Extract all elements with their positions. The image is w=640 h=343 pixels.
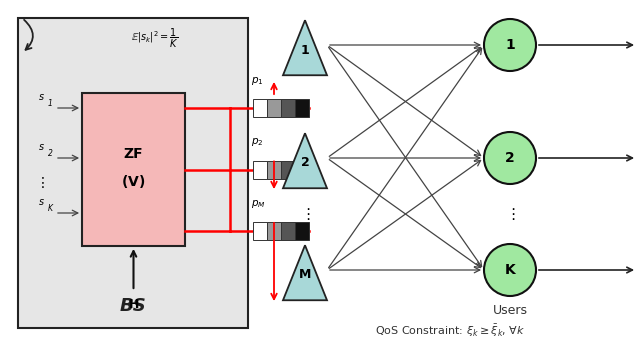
Text: ZF: ZF [124,147,143,162]
Polygon shape [283,245,327,300]
Text: $\mathbb{E}|s_k|^2 = \dfrac{1}{K}$: $\mathbb{E}|s_k|^2 = \dfrac{1}{K}$ [131,26,179,49]
Circle shape [484,19,536,71]
Text: s: s [39,92,44,102]
Text: $p_1$: $p_1$ [251,75,264,87]
Polygon shape [283,133,327,188]
Text: $\mathbf{H}$: $\mathbf{H}$ [128,298,139,311]
Text: $\mathbf{(V)}$: $\mathbf{(V)}$ [122,173,146,190]
Text: 2: 2 [48,149,53,158]
FancyBboxPatch shape [82,93,185,246]
Polygon shape [283,20,327,75]
Bar [295,222,309,240]
Text: M: M [299,269,311,282]
Bar [267,222,281,240]
Bar [253,222,267,240]
Bar [267,99,281,117]
Text: K: K [504,263,515,277]
Text: $p_M$: $p_M$ [251,198,266,210]
Bar [281,222,295,240]
Text: BS: BS [120,297,147,315]
Text: $\vdots$: $\vdots$ [505,206,515,222]
Bar [295,161,309,178]
Bar [253,161,267,178]
Bar [253,99,267,117]
Text: s: s [39,142,44,152]
Text: $\vdots$: $\vdots$ [300,206,310,222]
Text: 2: 2 [301,156,309,169]
Text: $\vdots$: $\vdots$ [35,176,45,190]
FancyBboxPatch shape [18,18,248,328]
Text: QoS Constraint: $\xi_k \geq \bar{\xi}_k$, $\forall k$: QoS Constraint: $\xi_k \geq \bar{\xi}_k$… [375,323,525,339]
Circle shape [484,244,536,296]
Text: 1: 1 [301,44,309,57]
Text: 1: 1 [505,38,515,52]
Text: 1: 1 [48,99,53,108]
Bar [281,161,295,178]
Circle shape [484,132,536,184]
Bar [281,99,295,117]
Text: K: K [48,204,53,213]
Text: $p_2$: $p_2$ [251,137,264,149]
Text: s: s [39,197,44,207]
Text: Users: Users [493,304,527,317]
Bar [295,99,309,117]
Text: 2: 2 [505,151,515,165]
Bar [267,161,281,178]
